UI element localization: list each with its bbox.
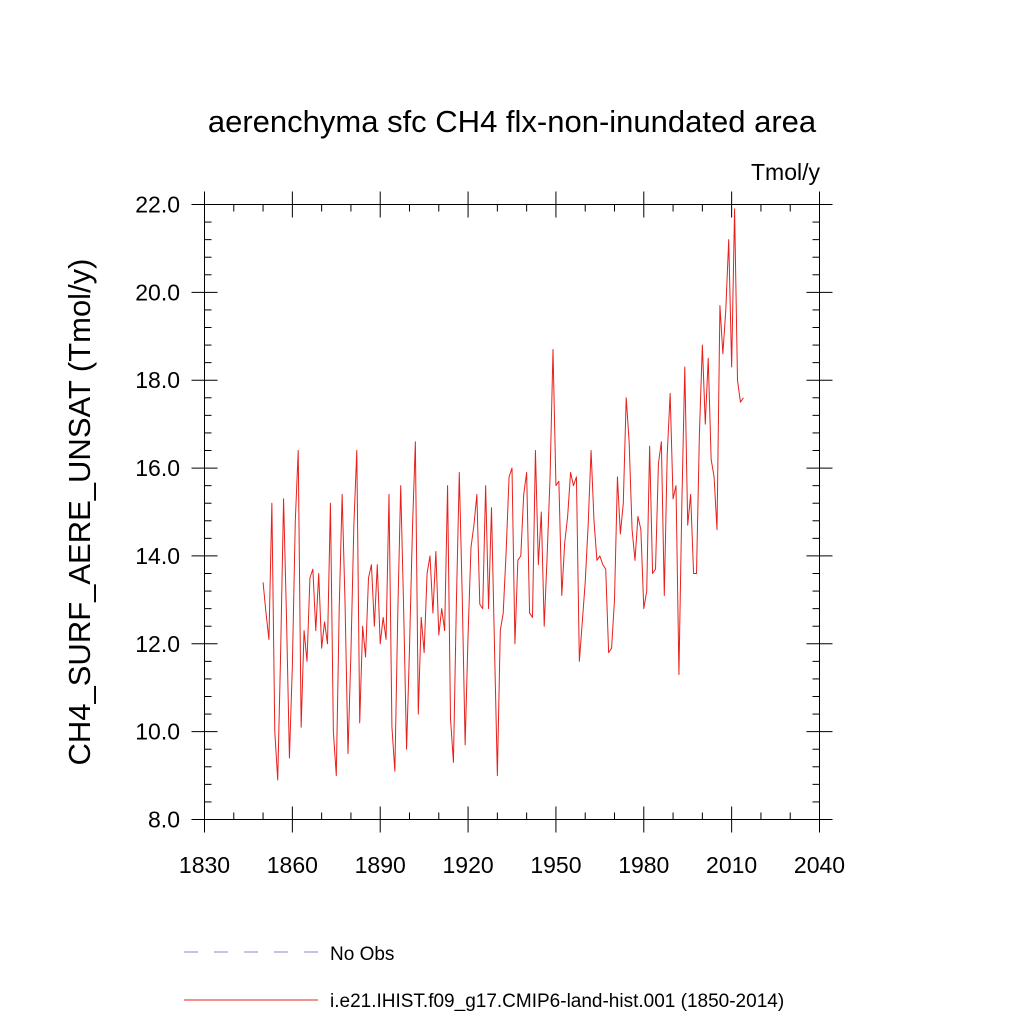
- x-tick-label: 1830: [179, 852, 230, 878]
- plot-frame: [204, 204, 820, 820]
- y-axis-title: CH4_SURF_AERE_UNSAT (Tmol/y): [62, 258, 97, 765]
- x-tick-label: 2010: [706, 852, 757, 878]
- units-label: Tmol/y: [751, 159, 821, 185]
- chart-title: aerenchyma sfc CH4 flx-non-inundated are…: [208, 104, 817, 139]
- y-tick-label: 10.0: [135, 719, 180, 745]
- x-tick-label: 1950: [530, 852, 581, 878]
- y-tick-label: 16.0: [135, 455, 180, 481]
- legend-label-model-run: i.e21.IHIST.f09_g17.CMIP6-land-hist.001 …: [330, 991, 784, 1012]
- y-tick-label: 12.0: [135, 631, 180, 657]
- x-tick-label: 1980: [618, 852, 669, 878]
- x-tick-label: 1860: [267, 852, 318, 878]
- y-tick-label: 18.0: [135, 367, 180, 393]
- legend: No Obs i.e21.IHIST.f09_g17.CMIP6-land-hi…: [184, 944, 784, 1012]
- y-axis: 8.0 10.0 12.0 14.0 16.0 18.0 20.0 22.0: [135, 192, 833, 833]
- y-tick-label: 20.0: [135, 279, 180, 305]
- x-tick-label: 1920: [442, 852, 493, 878]
- x-tick-label: 1890: [355, 852, 406, 878]
- series-group: [262, 208, 744, 781]
- legend-label-no-obs: No Obs: [330, 944, 394, 965]
- x-tick-label: 2040: [794, 852, 845, 878]
- x-axis: 1830 1860 1890 1920 1950 1980 2010 2040: [179, 191, 845, 878]
- series-line: [262, 208, 744, 781]
- y-tick-label: 14.0: [135, 543, 180, 569]
- y-tick-label: 22.0: [135, 192, 180, 218]
- y-tick-label: 8.0: [148, 807, 180, 833]
